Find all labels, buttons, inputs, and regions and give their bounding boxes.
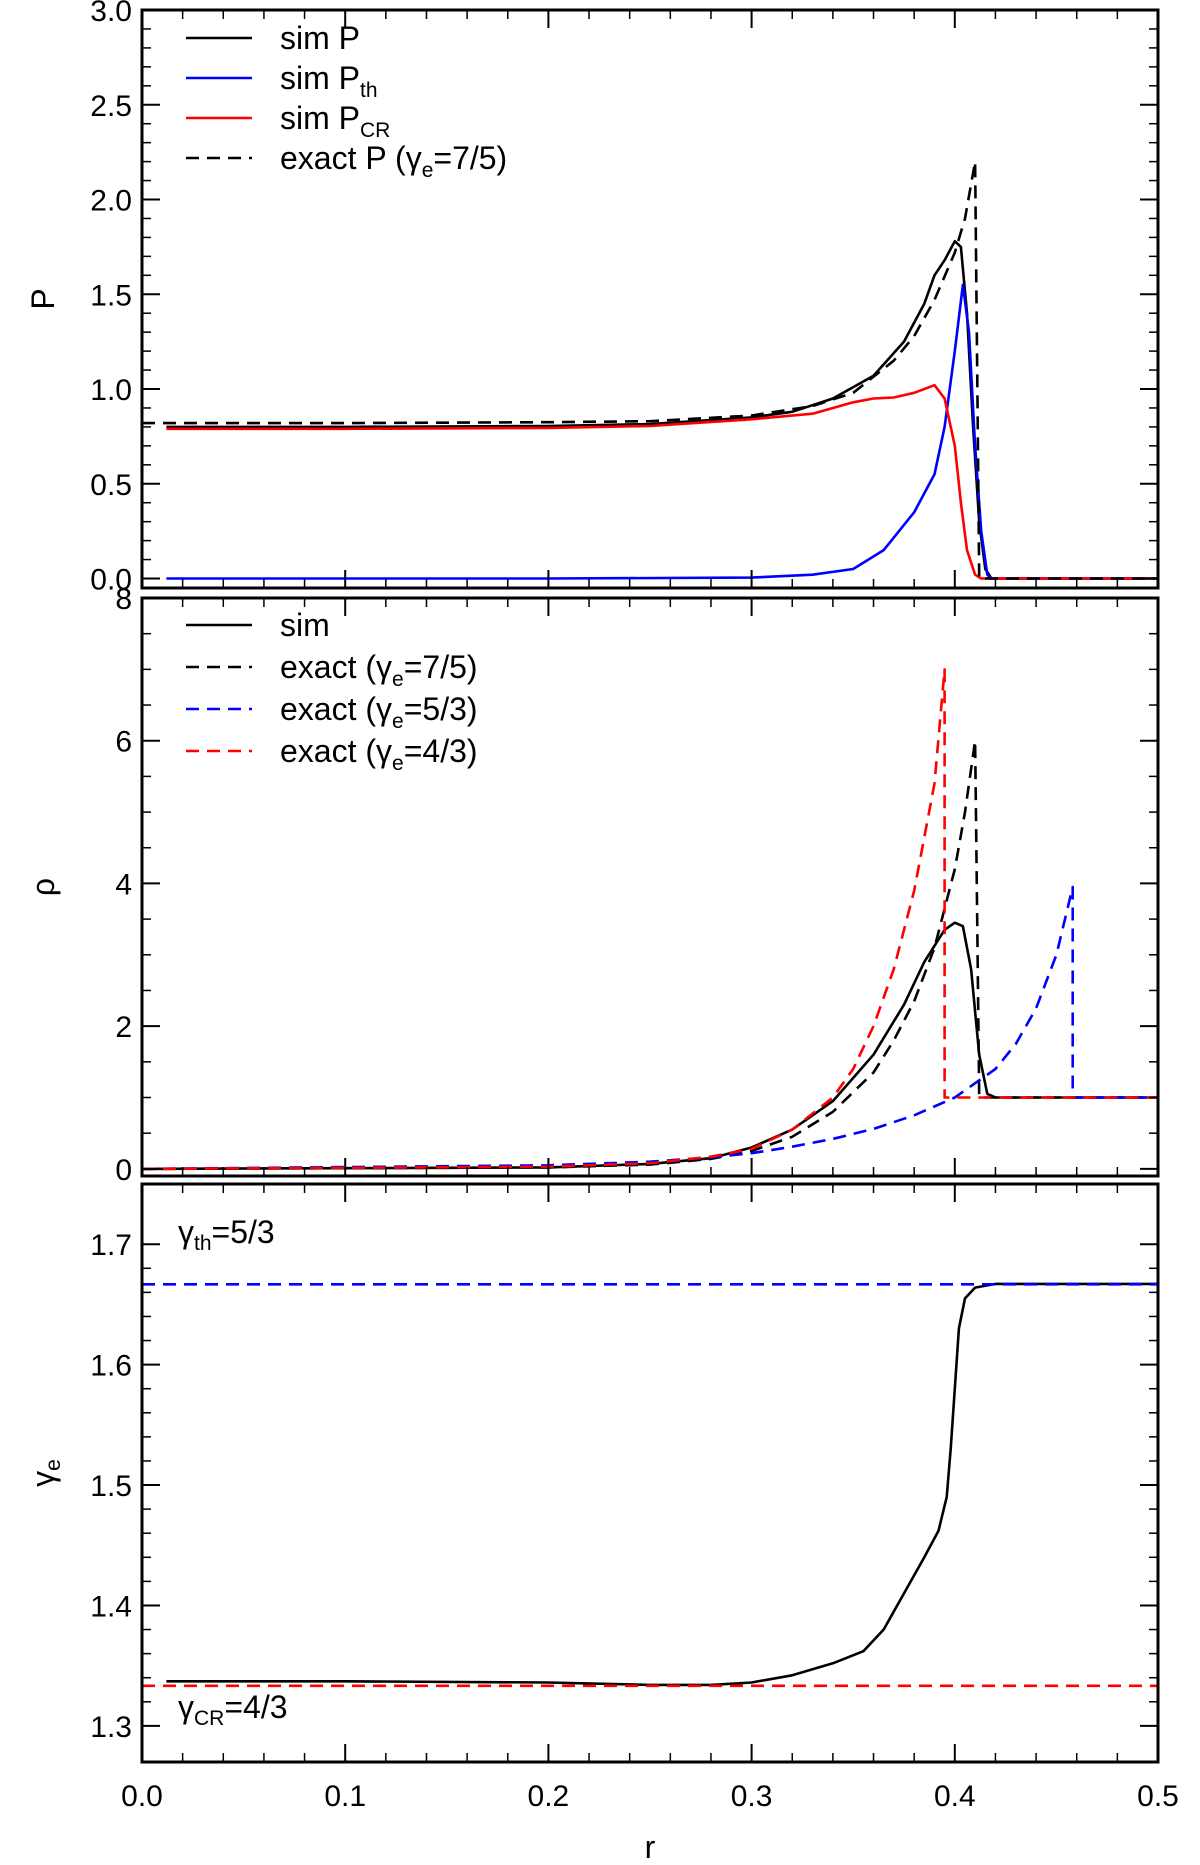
gamma-ylabel-base: γ: [25, 1471, 61, 1487]
legend-base: exact (γ: [280, 733, 392, 769]
legend-base: sim P: [280, 100, 360, 136]
density-frame: [140, 596, 1160, 1178]
pressure-ylabel: P: [25, 288, 61, 309]
legend-tail: =7/5): [433, 140, 507, 176]
gamma-th-annotation: γth=5/3: [178, 1214, 275, 1255]
density-ylabel: ρ: [25, 878, 61, 896]
density-ytick-label: 0: [115, 1154, 132, 1187]
legend-tail: =5/3): [404, 691, 478, 727]
density-ytick-label: 4: [115, 868, 132, 901]
gamma-cr-tail: =4/3: [224, 1689, 287, 1725]
density-series-2: [142, 885, 1158, 1171]
pressure-legend-label: sim PCR: [280, 100, 390, 142]
pressure-plot-lines: [142, 160, 1158, 580]
pressure-series-1: [166, 283, 1158, 580]
legend-base: sim: [280, 607, 330, 643]
pressure-series-2: [166, 383, 1158, 580]
legend-sub: e: [422, 159, 434, 182]
legend-base: exact (γ: [280, 691, 392, 727]
gamma-cr-annotation: γCR=4/3: [178, 1689, 288, 1730]
pressure-ytick-label: 1.5: [90, 279, 132, 312]
legend-sub: e: [392, 710, 404, 733]
x-tick-label: 0.0: [121, 1780, 163, 1813]
gamma-th-sub: th: [194, 1232, 212, 1255]
gamma-ytick-label: 1.4: [90, 1590, 132, 1623]
gamma-ticks: 1.3 1.4 1.5 1.6 1.7 0.0 0.1 0.2 0.3 0.4 0.5: [90, 1184, 1179, 1813]
x-axis-label: r: [645, 1829, 656, 1865]
density-ytick-label: 2: [115, 1011, 132, 1044]
gamma-ytick-label: 1.7: [90, 1229, 132, 1262]
gamma-panel: 1.31.41.51.61.70.0 0.1 0.2 0.3 0.4 0.5 γe γth…: [25, 1182, 1179, 1865]
pressure-legend-label: exact P (γe=7/5): [280, 140, 507, 182]
x-tick-label: 0.5: [1137, 1780, 1179, 1813]
x-tick-label: 0.4: [934, 1780, 976, 1813]
pressure-ytick-label: 3.0: [90, 0, 132, 28]
pressure-legend-label: sim Pth: [280, 60, 378, 102]
x-tick-label: 0.2: [528, 1780, 570, 1813]
legend-sub: CR: [360, 119, 390, 142]
gamma-ytick-label: 1.3: [90, 1711, 132, 1744]
density-legend-label: exact (γe=4/3): [280, 733, 478, 775]
density-series-1: [142, 739, 1158, 1171]
pressure-frame: [140, 8, 1160, 590]
gamma-plot-lines: [142, 1282, 1158, 1688]
pressure-ytick-label: 2.0: [90, 185, 132, 218]
gamma-ytick-label: 1.5: [90, 1470, 132, 1503]
density-legend-label: exact (γe=5/3): [280, 691, 478, 733]
density-plot-lines: [142, 668, 1158, 1171]
gamma-series-0: [166, 1282, 1158, 1687]
x-tick-label: 0.1: [324, 1780, 366, 1813]
density-ytick-label: 6: [115, 726, 132, 759]
pressure-series-0: [166, 239, 1158, 580]
legend-base: exact P (γ: [280, 140, 422, 176]
gamma-ylabel-sub: e: [42, 1459, 65, 1471]
density-legend-label: sim: [280, 607, 330, 643]
density-legend-label: exact (γe=7/5): [280, 649, 478, 691]
gamma-ytick-label: 1.6: [90, 1350, 132, 1383]
density-series-0: [142, 921, 1158, 1171]
legend-sub: e: [392, 752, 404, 775]
legend-base: exact (γ: [280, 649, 392, 685]
gamma-th-base: γ: [178, 1214, 194, 1250]
legend-sub: e: [392, 668, 404, 691]
gamma-ylabel: γe: [25, 1459, 65, 1487]
pressure-ticks: 0.0 0.5 1.0 1.5 2.0 2.5 3.0: [90, 0, 1159, 597]
density-series-3: [142, 668, 1158, 1171]
pressure-ytick-label: 2.5: [90, 90, 132, 123]
gamma-th-tail: =5/3: [212, 1214, 275, 1250]
pressure-series-3: [142, 160, 1158, 580]
legend-tail: =7/5): [404, 649, 478, 685]
legend-sub: th: [360, 79, 378, 102]
legend-base: sim P: [280, 20, 360, 56]
legend-base: sim P: [280, 60, 360, 96]
pressure-ytick-label: 0.0: [90, 564, 132, 597]
legend-tail: =4/3): [404, 733, 478, 769]
pressure-ytick-label: 1.0: [90, 374, 132, 407]
pressure-ytick-label: 0.5: [90, 469, 132, 502]
pressure-legend-label: sim P: [280, 20, 360, 56]
gamma-cr-sub: CR: [194, 1707, 224, 1730]
density-ytick-label: 8: [115, 583, 132, 616]
x-tick-label: 0.3: [731, 1780, 773, 1813]
gamma-frame: [140, 1182, 1160, 1764]
gamma-cr-base: γ: [178, 1689, 194, 1725]
density-ticks: 0 2 4 6 8: [115, 583, 1159, 1187]
